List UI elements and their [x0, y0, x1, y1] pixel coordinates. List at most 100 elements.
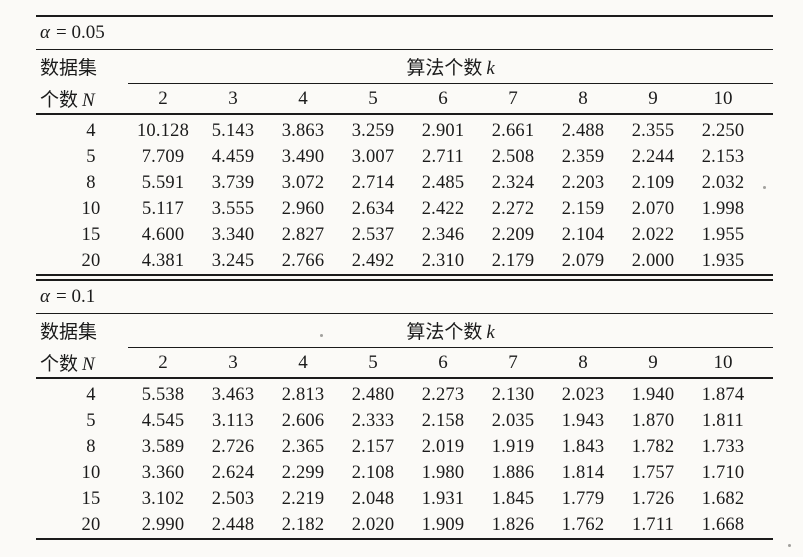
critical-value: 2.711	[422, 146, 464, 167]
data-row-n-20: 20 4.381 3.245 2.766 2.492 2.310 2.179 2.079 2.0…	[36, 248, 773, 275]
critical-value: 3.259	[351, 120, 395, 141]
critical-value: 3.340	[211, 224, 255, 245]
row-filler	[758, 144, 773, 170]
n-value: 10	[81, 462, 101, 483]
alpha-value: = 0.1	[55, 286, 96, 307]
critical-value: 2.324	[491, 172, 535, 193]
critical-value: 2.048	[351, 488, 395, 509]
critical-value: 3.863	[281, 120, 325, 141]
critical-value: 1.826	[491, 514, 535, 535]
critical-value: 2.108	[351, 462, 395, 483]
row-filler	[758, 460, 773, 486]
alpha-level-row: α = 0.1	[36, 280, 774, 314]
row-header-line2-text: 个数	[40, 353, 79, 375]
critical-value: 1.682	[701, 488, 745, 509]
critical-value: 1.845	[491, 488, 535, 509]
critical-value: 2.503	[211, 488, 255, 509]
critical-value: 2.901	[421, 120, 465, 141]
critical-value: 5.538	[141, 384, 185, 405]
critical-value: 1.782	[631, 436, 675, 457]
row-filler	[758, 434, 773, 460]
critical-value: 3.739	[211, 172, 255, 193]
critical-value: 1.886	[491, 462, 535, 483]
critical-value: 2.480	[351, 384, 395, 405]
alpha-value: = 0.05	[55, 22, 105, 43]
critical-value: 2.244	[631, 146, 675, 167]
critical-value: 2.634	[351, 198, 395, 219]
n-value: 15	[81, 488, 101, 509]
column-group-header-var: k	[486, 322, 495, 343]
critical-value: 2.960	[281, 198, 325, 219]
critical-value: 3.113	[212, 410, 254, 431]
row-header-line2-var: N	[82, 353, 95, 375]
column-header-k-2: 2	[128, 347, 198, 379]
critical-value: 1.955	[701, 224, 745, 245]
row-header-line2: 个数 N	[36, 347, 128, 379]
column-header-k-7: 7	[478, 83, 548, 115]
row-filler	[758, 114, 773, 144]
critical-value: 2.272	[491, 198, 535, 219]
critical-value: 2.485	[421, 172, 465, 193]
data-row-n-15: 15 3.102 2.503 2.219 2.048 1.931 1.845 1.779 1.7…	[36, 486, 773, 512]
critical-value: 1.919	[491, 436, 535, 457]
column-group-header-text: 算法个数	[406, 58, 483, 79]
critical-value: 2.130	[491, 384, 535, 405]
n-value: 15	[81, 224, 101, 245]
critical-value: 4.545	[141, 410, 185, 431]
column-header-k-9: 9	[618, 347, 688, 379]
critical-value: 1.909	[421, 514, 465, 535]
critical-value: 2.624	[211, 462, 255, 483]
column-header-k-5: 5	[338, 347, 408, 379]
critical-value: 2.250	[701, 120, 745, 141]
critical-value: 2.827	[281, 224, 325, 245]
critical-value: 3.555	[211, 198, 255, 219]
critical-value: 2.606	[281, 410, 325, 431]
scan-noise-dot	[320, 334, 323, 337]
row-filler	[758, 222, 773, 248]
critical-value: 2.032	[701, 172, 745, 193]
critical-value: 3.072	[281, 172, 325, 193]
critical-value: 2.310	[421, 250, 465, 271]
critical-value: 1.935	[701, 250, 745, 271]
column-header-k-4: 4	[268, 347, 338, 379]
data-row-n-20: 20 2.990 2.448 2.182 2.020 1.909 1.826 1.762 1.7…	[36, 512, 773, 539]
critical-value: 1.870	[631, 410, 675, 431]
critical-value: 1.814	[561, 462, 605, 483]
critical-value: 2.333	[351, 410, 395, 431]
group-header-row: 数据集 算法个数 k	[36, 313, 774, 348]
column-header-k-6: 6	[408, 83, 478, 115]
header-filler	[758, 347, 774, 379]
critical-value: 2.020	[351, 514, 395, 535]
critical-value: 3.490	[281, 146, 325, 167]
critical-value: 2.203	[561, 172, 605, 193]
critical-value: 5.143	[211, 120, 255, 141]
data-row-n-10: 10 3.360 2.624 2.299 2.108 1.980 1.886 1.814 1.7…	[36, 460, 773, 486]
critical-value: 4.459	[211, 146, 255, 167]
column-group-header: 算法个数 k	[128, 49, 774, 84]
n-value: 5	[86, 410, 96, 431]
n-value: 5	[86, 146, 96, 167]
n-value: 8	[86, 172, 96, 193]
alpha-level-label: α = 0.1	[36, 280, 774, 314]
critical-value: 2.448	[211, 514, 255, 535]
critical-value: 2.766	[281, 250, 325, 271]
critical-value: 3.007	[351, 146, 395, 167]
column-header-row: 个数 N 2 3 4 5 6 7 8 9 10	[36, 347, 774, 379]
column-header-k-8: 8	[548, 347, 618, 379]
n-value: 4	[86, 120, 96, 141]
critical-value: 2.179	[491, 250, 535, 271]
critical-value: 1.843	[561, 436, 605, 457]
critical-value: 3.463	[211, 384, 255, 405]
critical-value: 2.209	[491, 224, 535, 245]
table-body: 4 5.538 3.463 2.813 2.480 2.273 2.130 2.023 1.94…	[36, 378, 773, 539]
critical-value: 2.035	[491, 410, 535, 431]
row-filler	[758, 196, 773, 222]
column-header-k-7: 7	[478, 347, 548, 379]
alpha-level-label: α = 0.05	[36, 16, 774, 50]
data-row-n-8: 8 3.589 2.726 2.365 2.157 2.019 1.919 1.843 1.78…	[36, 434, 773, 460]
row-filler	[758, 408, 773, 434]
critical-value: 2.299	[281, 462, 325, 483]
critical-value: 2.813	[281, 384, 325, 405]
data-row-n-5: 5 7.709 4.459 3.490 3.007 2.711 2.508 2.359 2.24…	[36, 144, 773, 170]
